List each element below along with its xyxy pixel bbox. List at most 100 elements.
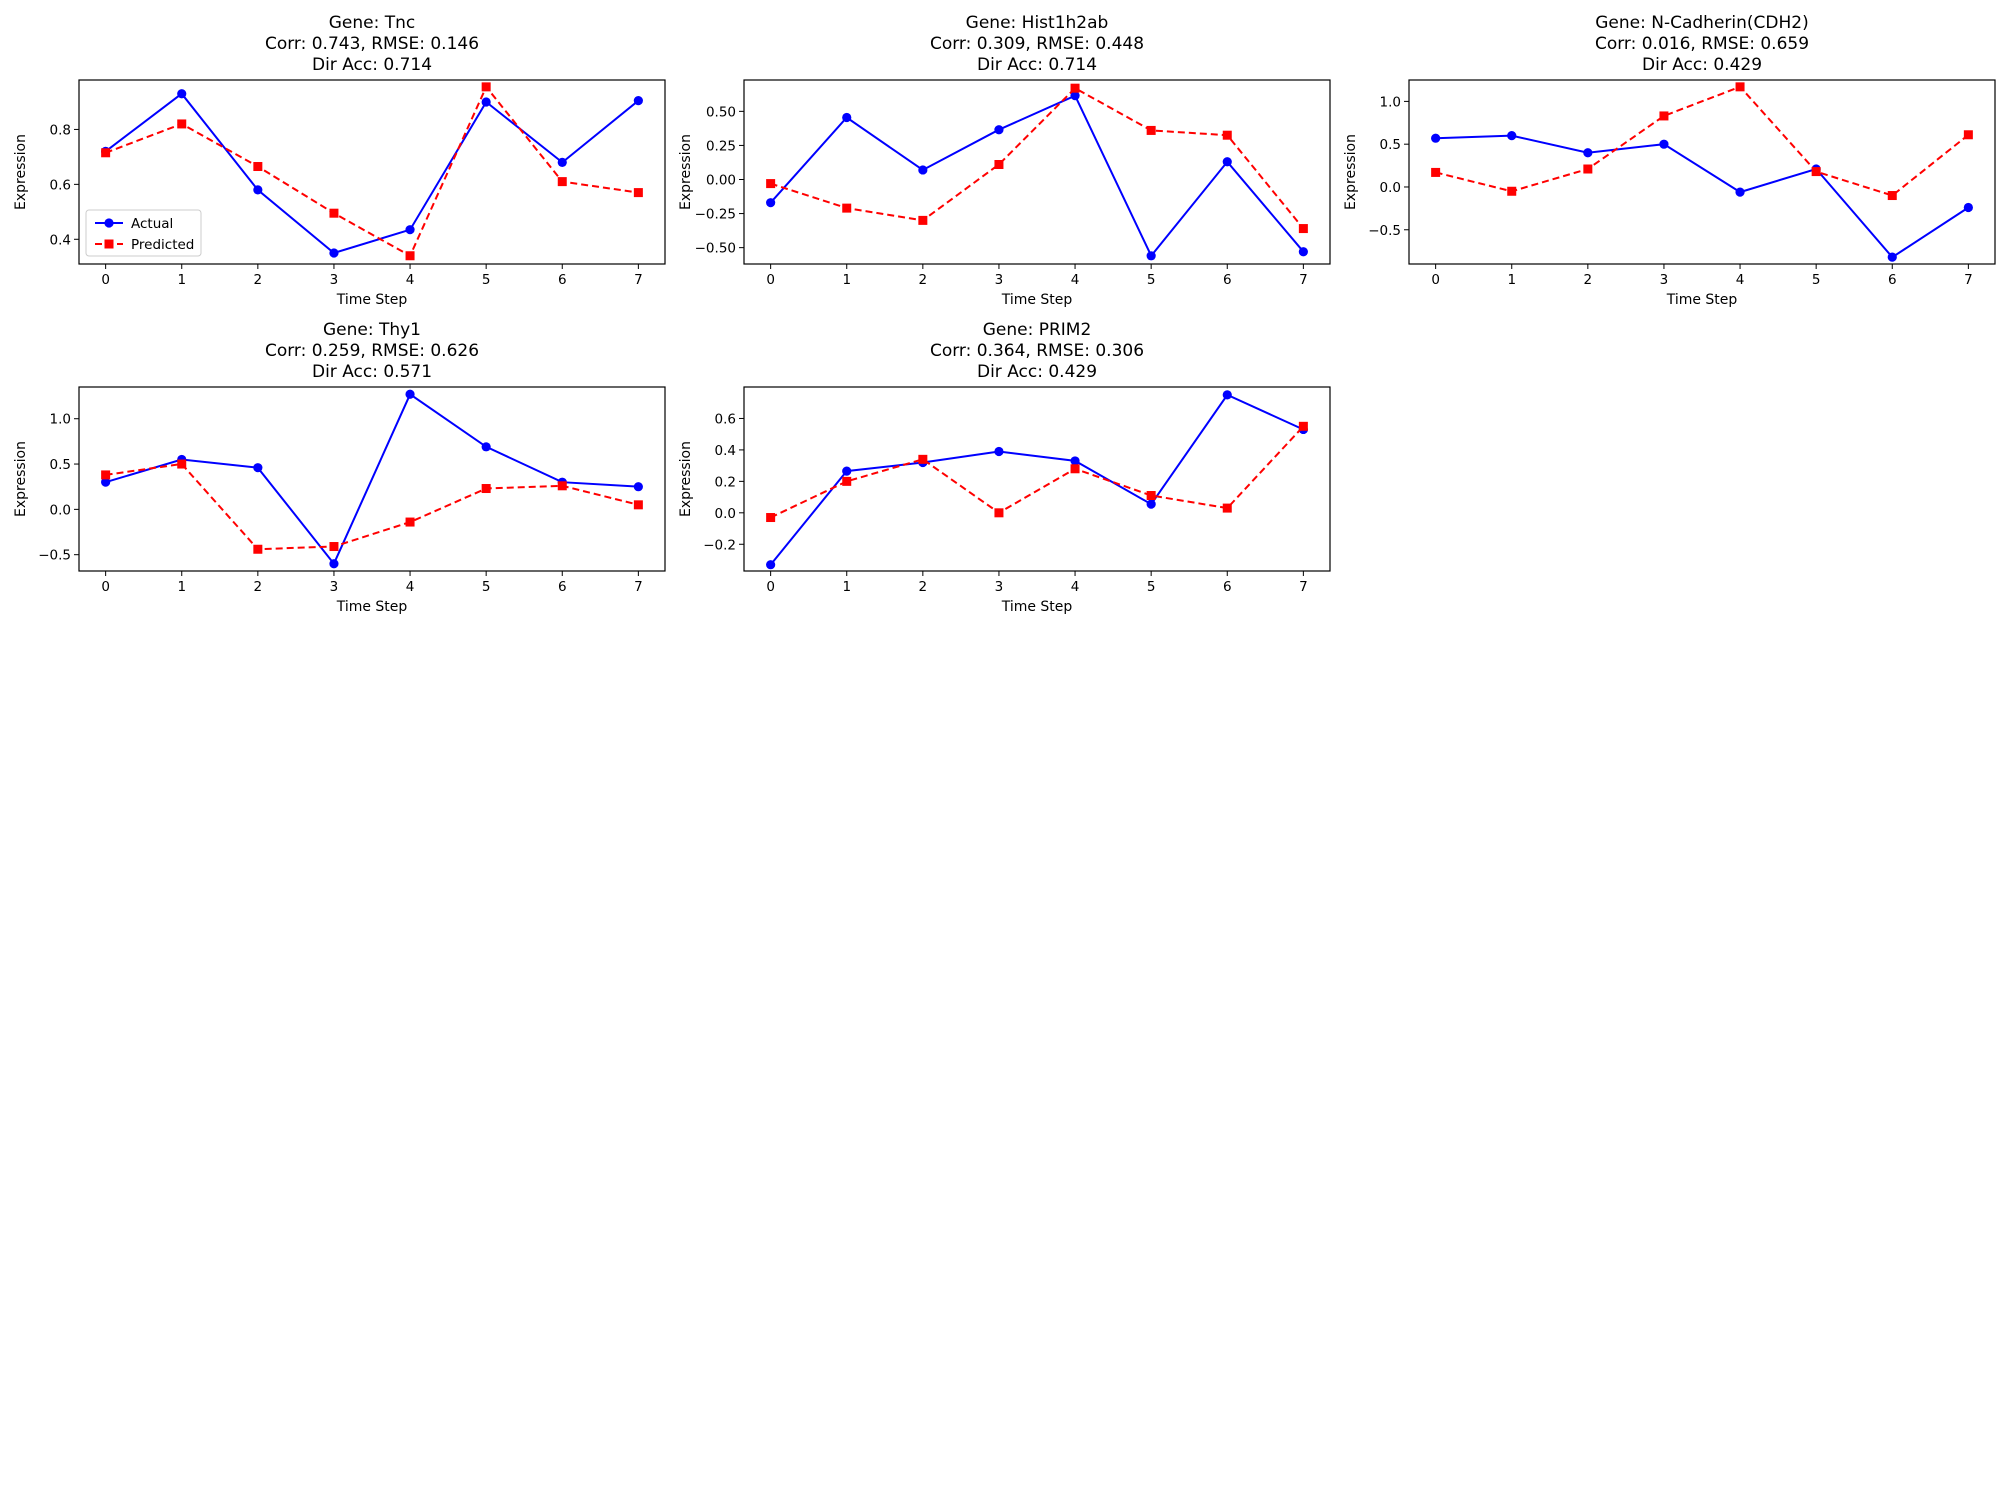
series-line-predicted [770, 86, 1305, 230]
y-tick-label: 0.00 [706, 172, 736, 188]
data-point-actual [1963, 202, 1973, 213]
data-point-predicted [918, 215, 928, 225]
data-point-actual [842, 466, 852, 476]
data-point-actual [1222, 157, 1232, 167]
x-tick-label: 3 [330, 579, 339, 595]
x-tick-label: 3 [995, 579, 1004, 595]
legend-marker [104, 239, 114, 249]
series-line-predicted [105, 85, 639, 258]
data-point-predicted [1583, 164, 1593, 174]
data-point-predicted [101, 148, 111, 158]
x-tick-label: 5 [482, 579, 491, 595]
data-point-predicted [177, 119, 187, 129]
x-tick-label: 5 [1147, 579, 1156, 595]
y-tick-label: 0.8 [50, 122, 71, 138]
data-point-predicted [1070, 464, 1080, 474]
x-tick-label: 7 [1964, 272, 1973, 288]
data-point-predicted [481, 82, 491, 92]
data-point-predicted [557, 481, 567, 491]
subplot-title-line: Corr: 0.309, RMSE: 0.448 [930, 34, 1144, 54]
data-point-predicted [253, 544, 263, 554]
y-axis-label: Expression [678, 441, 694, 517]
series-line-actual [769, 94, 1305, 258]
subplot-title-line: Dir Acc: 0.429 [1642, 55, 1762, 75]
data-point-predicted [253, 162, 263, 172]
subplot-title-line: Dir Acc: 0.429 [977, 362, 1097, 382]
axes-frame [743, 386, 1331, 572]
data-point-actual [329, 248, 339, 258]
data-point-actual [405, 225, 415, 235]
data-point-actual [405, 389, 415, 399]
x-tick-label: 0 [101, 272, 110, 288]
series-predicted [101, 82, 643, 261]
x-tick-label: 2 [254, 272, 263, 288]
y-tick-label: −0.25 [695, 207, 736, 223]
data-point-actual [766, 198, 776, 208]
data-point-predicted [766, 179, 776, 189]
y-axis-label: Expression [1343, 134, 1359, 210]
data-point-actual [481, 97, 491, 107]
subplot-title-line: Gene: Thy1 [323, 320, 421, 340]
subplot-title-line: Corr: 0.259, RMSE: 0.626 [265, 341, 479, 361]
data-point-predicted [918, 454, 928, 464]
axes-frame [1408, 79, 1996, 265]
y-tick-label: 0.4 [715, 443, 736, 459]
series-line-actual [769, 393, 1304, 566]
x-tick-label: 1 [177, 272, 186, 288]
data-point-predicted [1070, 83, 1080, 93]
data-point-actual [766, 560, 776, 570]
data-point-predicted [1222, 503, 1232, 513]
subplot-title-line: Gene: Hist1h2ab [966, 13, 1109, 33]
axes-frame [78, 79, 666, 265]
x-tick-label: 3 [1660, 272, 1669, 288]
subplot-title-line: Gene: N-Cadherin(CDH2) [1595, 13, 1808, 33]
y-axis-label: Expression [678, 134, 694, 210]
x-tick-label: 1 [1507, 272, 1516, 288]
y-tick-label: 0.50 [706, 104, 736, 120]
x-tick-label: 2 [1584, 272, 1593, 288]
series-line-actual [104, 92, 640, 255]
x-axis-label: Time Step [336, 292, 408, 308]
legend-marker [104, 218, 114, 228]
y-tick-label: −0.2 [703, 537, 736, 553]
x-axis-label: Time Step [336, 599, 408, 615]
data-point-actual [177, 89, 187, 99]
y-tick-label: −0.5 [38, 548, 71, 564]
series-actual [766, 91, 1308, 261]
data-point-predicted [633, 188, 643, 198]
data-point-actual [1070, 456, 1080, 466]
data-point-predicted [1298, 224, 1308, 234]
x-axis-label: Time Step [1001, 292, 1073, 308]
y-tick-label: 0.6 [50, 177, 71, 193]
data-point-predicted [1735, 82, 1745, 92]
x-tick-label: 6 [1888, 272, 1897, 288]
series-line-predicted [1435, 85, 1970, 197]
series-line-predicted [770, 425, 1305, 519]
y-tick-label: 0.0 [1380, 180, 1401, 196]
y-tick-label: −0.5 [1368, 223, 1401, 239]
data-point-actual [101, 477, 111, 487]
subplot-title-line: Gene: PRIM2 [983, 320, 1092, 340]
data-point-predicted [994, 160, 1004, 170]
subplot-title-line: Corr: 0.016, RMSE: 0.659 [1595, 34, 1809, 54]
x-tick-label: 0 [101, 579, 110, 595]
data-point-predicted [1298, 421, 1308, 431]
subplot-title-line: Corr: 0.743, RMSE: 0.146 [265, 34, 479, 54]
axes-frame [78, 386, 666, 572]
data-point-predicted [1146, 125, 1156, 135]
y-tick-label: 0.4 [50, 232, 71, 248]
x-tick-label: 4 [1071, 579, 1080, 595]
data-point-actual [1735, 187, 1745, 197]
data-point-actual [1583, 148, 1593, 158]
data-point-actual [1070, 91, 1080, 101]
data-point-actual [1887, 252, 1897, 262]
series-actual [101, 389, 643, 569]
data-point-actual [1507, 131, 1517, 141]
x-tick-label: 4 [406, 579, 415, 595]
x-tick-label: 6 [558, 272, 567, 288]
